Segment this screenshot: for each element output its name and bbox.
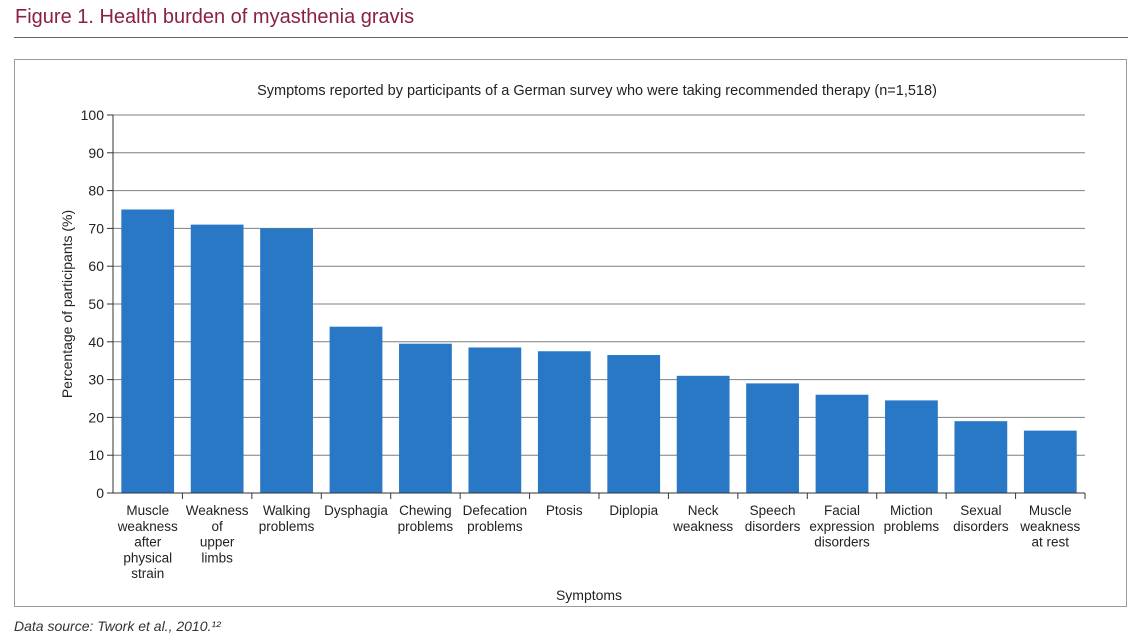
x-tick-label-line: strain <box>131 566 164 581</box>
x-tick-label-line: after <box>134 535 162 550</box>
bar <box>190 224 244 493</box>
x-tick-label-line: weakness <box>117 519 178 534</box>
x-tick-label-line: Dysphagia <box>324 503 388 518</box>
x-tick-label: Dysphagia <box>324 503 388 518</box>
bar <box>746 383 799 493</box>
x-tick-label: Chewing problems <box>398 503 454 534</box>
bar-chart: Symptoms reported by participants of a G… <box>59 83 1086 603</box>
x-tick-label-line: Defecation <box>463 503 528 518</box>
x-tick-label: Neck weakness <box>672 503 733 534</box>
x-axis-title: Symptoms <box>556 587 622 603</box>
x-tick-label-line: problems <box>259 519 315 534</box>
x-tick-label-line: Weakness <box>186 503 249 518</box>
y-tick-label: 80 <box>88 183 104 199</box>
bar <box>329 326 383 493</box>
bar <box>815 394 869 493</box>
bar <box>1023 430 1077 493</box>
bar <box>399 343 452 493</box>
y-tick-label: 50 <box>88 296 104 312</box>
x-tick-label-line: problems <box>467 519 523 534</box>
x-tick-label: Diplopia <box>609 503 658 518</box>
x-tick-label: Walking problems <box>259 503 315 534</box>
x-tick-label: Muscle weakness after physical strain <box>117 503 178 581</box>
y-tick-label: 30 <box>88 372 104 388</box>
x-tick-label-line: Chewing <box>399 503 452 518</box>
x-tick-label: Miction problems <box>884 503 940 534</box>
title-divider <box>14 37 1128 38</box>
x-tick-label-line: Speech <box>750 503 796 518</box>
y-tick-label: 90 <box>88 145 104 161</box>
bar <box>676 375 730 493</box>
chart-title: Symptoms reported by participants of a G… <box>257 83 937 99</box>
x-tick-label: Sexual disorders <box>953 503 1009 534</box>
x-tick-label-line: of <box>212 519 224 534</box>
y-tick-labels: 0 10 20 30 40 50 60 70 80 90 100 <box>81 107 105 501</box>
chart-frame: Symptoms reported by participants of a G… <box>14 59 1127 607</box>
bar <box>121 209 175 493</box>
x-tick-label-line: limbs <box>201 550 233 565</box>
x-tick-label-line: Diplopia <box>609 503 658 518</box>
figure-title: Figure 1. Health burden of myasthenia gr… <box>15 6 415 28</box>
x-tick-label-line: weakness <box>1019 519 1080 534</box>
x-tick-label: Defecation problems <box>463 503 528 534</box>
x-tick-label-line: weakness <box>672 519 733 534</box>
bar <box>885 400 938 493</box>
y-tick-label: 100 <box>81 107 105 123</box>
x-tick-label-line: Sexual <box>960 503 1001 518</box>
gridlines <box>107 114 1085 494</box>
x-tick-label-line: disorders <box>953 519 1009 534</box>
x-tick-label-line: expression <box>809 519 874 534</box>
y-tick-label: 40 <box>88 334 104 350</box>
bar <box>537 351 591 493</box>
y-tick-label: 60 <box>88 258 104 274</box>
x-tick-label-line: disorders <box>745 519 801 534</box>
y-tick-label: 0 <box>96 485 104 501</box>
bar <box>468 347 522 493</box>
data-source-note: Data source: Twork et al., 2010.¹² <box>14 618 221 634</box>
x-tick-label-line: upper <box>200 535 235 550</box>
y-tick-label: 70 <box>88 220 104 236</box>
y-tick-label: 10 <box>88 447 104 463</box>
x-tick-label-line: Neck <box>688 503 719 518</box>
x-tick-label: Facial expression disorders <box>809 503 874 550</box>
x-tick-label-line: problems <box>884 519 940 534</box>
x-tick-label-line: Facial <box>824 503 860 518</box>
bars <box>121 209 1077 493</box>
x-tick-label-line: Ptosis <box>546 503 583 518</box>
x-tick-label-line: Muscle <box>126 503 169 518</box>
bar <box>607 355 661 493</box>
x-tick-label-line: disorders <box>814 535 870 550</box>
bar <box>954 421 1008 493</box>
x-tick-label: Weakness of upper limbs <box>186 503 249 565</box>
x-tick-label: Muscle weakness at rest <box>1019 503 1080 550</box>
x-tick-label-line: at rest <box>1032 535 1070 550</box>
x-tick-label-line: Miction <box>890 503 933 518</box>
x-tick-label-line: Walking <box>263 503 311 518</box>
x-tick-label: Ptosis <box>546 503 583 518</box>
x-tick-label-line: physical <box>123 550 172 565</box>
y-tick-label: 20 <box>88 409 104 425</box>
x-tick-label-line: Muscle <box>1029 503 1072 518</box>
x-tick-labels: Muscle weakness after physical strainWeaknes… <box>117 493 1086 581</box>
y-axis-title: Percentage of participants (%) <box>59 210 75 398</box>
bar <box>260 228 313 493</box>
x-tick-label: Speech disorders <box>745 503 801 534</box>
x-tick-label-line: problems <box>398 519 454 534</box>
